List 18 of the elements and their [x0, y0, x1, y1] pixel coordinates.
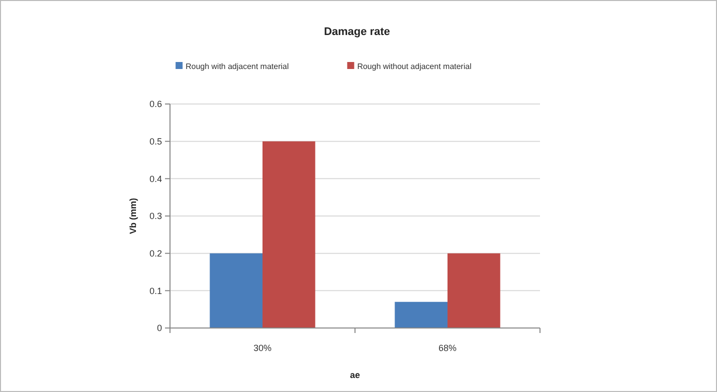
bar: [262, 141, 316, 328]
y-axis-title: Vb (mm): [128, 198, 138, 234]
bar: [210, 253, 262, 328]
x-axis-title: ae: [350, 370, 360, 380]
chart-title: Damage rate: [324, 26, 390, 38]
y-tick-label: 0.2: [149, 248, 162, 258]
y-tick-label: 0.4: [149, 174, 162, 184]
bar: [448, 253, 500, 328]
x-tick-label: 68%: [438, 343, 457, 353]
y-tick-label: 0: [156, 323, 162, 334]
legend-label: Rough with adjacent material: [186, 62, 289, 71]
y-tick-label: 0.3: [149, 211, 162, 222]
bar: [394, 302, 448, 328]
y-tick-label: 0.5: [149, 136, 162, 146]
y-tick-label: 0.6: [149, 99, 162, 110]
y-tick-label: 0.1: [149, 286, 162, 296]
x-tick-label: 30%: [253, 343, 272, 353]
legend-label: Rough without adjacent material: [357, 62, 472, 71]
